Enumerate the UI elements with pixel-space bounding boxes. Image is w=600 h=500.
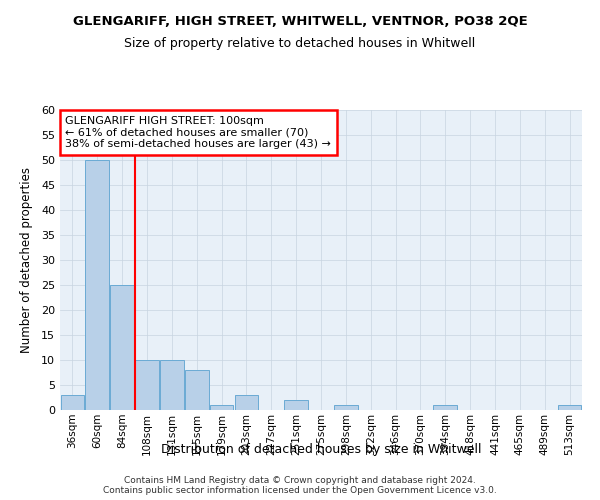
Bar	[558, 405, 581, 410]
Text: Contains HM Land Registry data © Crown copyright and database right 2024.
Contai: Contains HM Land Registry data © Crown c…	[103, 476, 497, 495]
Bar	[210, 405, 233, 410]
Bar	[160, 360, 184, 410]
Text: Size of property relative to detached houses in Whitwell: Size of property relative to detached ho…	[124, 38, 476, 51]
Bar	[185, 370, 209, 410]
Y-axis label: Number of detached properties: Number of detached properties	[20, 167, 32, 353]
Text: GLENGARIFF, HIGH STREET, WHITWELL, VENTNOR, PO38 2QE: GLENGARIFF, HIGH STREET, WHITWELL, VENTN…	[73, 15, 527, 28]
Bar	[284, 400, 308, 410]
Bar	[110, 285, 134, 410]
Text: Distribution of detached houses by size in Whitwell: Distribution of detached houses by size …	[161, 442, 481, 456]
Bar	[61, 395, 84, 410]
Bar	[85, 160, 109, 410]
Bar	[433, 405, 457, 410]
Text: GLENGARIFF HIGH STREET: 100sqm
← 61% of detached houses are smaller (70)
38% of : GLENGARIFF HIGH STREET: 100sqm ← 61% of …	[65, 116, 331, 149]
Bar	[334, 405, 358, 410]
Bar	[135, 360, 159, 410]
Bar	[235, 395, 258, 410]
